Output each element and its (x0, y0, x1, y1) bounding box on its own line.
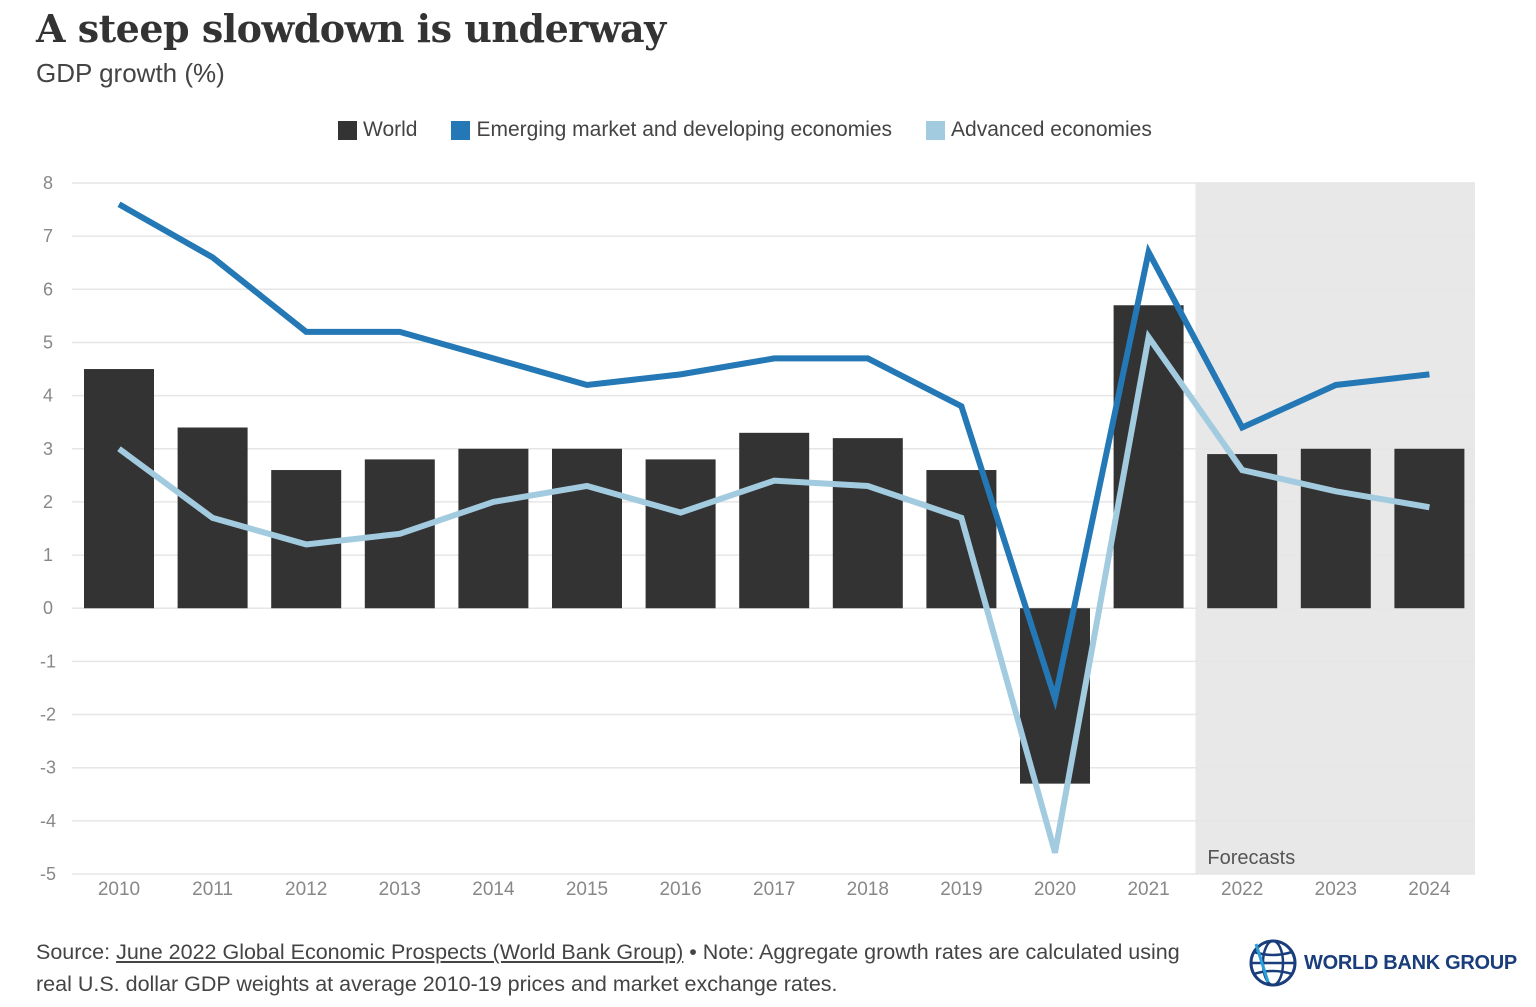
bar-world-2023 (1300, 448, 1371, 609)
bar-world-2010 (84, 369, 154, 609)
y-tick-label: 1 (43, 545, 53, 565)
x-tick-label: 2010 (98, 879, 140, 900)
y-tick-label: -4 (40, 811, 56, 831)
x-tick-label: 2020 (1034, 879, 1076, 900)
footer-note: Source: June 2022 Global Economic Prospe… (36, 936, 1216, 1000)
y-tick-label: -1 (40, 651, 56, 671)
bar-world-2016 (645, 459, 716, 609)
y-tick-label: 4 (43, 386, 53, 406)
y-tick-label: 7 (43, 226, 53, 246)
forecast-label: Forecasts (1207, 847, 1295, 869)
legend-label: Emerging market and developing economies (476, 118, 893, 141)
x-tick-label: 2019 (940, 879, 982, 900)
legend-label: Advanced economies (951, 118, 1152, 141)
x-tick-label: 2022 (1221, 879, 1263, 900)
line-emde (117, 201, 1430, 711)
world-bank-logo: WORLD BANK GROUP (1248, 938, 1517, 988)
logo-text: WORLD BANK GROUP (1304, 951, 1517, 974)
bar-world-2022 (1207, 454, 1278, 609)
x-tick-label: 2017 (753, 879, 795, 900)
legend-item-world: World (338, 118, 417, 142)
legend: World Emerging market and developing eco… (338, 118, 1152, 142)
y-tick-label: 6 (43, 279, 53, 299)
line-advanced (117, 329, 1430, 854)
globe-icon (1249, 939, 1297, 987)
x-tick-label: 2011 (192, 879, 233, 900)
legend-swatch-world (338, 120, 357, 140)
bar-world-2014 (458, 448, 529, 609)
legend-swatch-advanced (926, 120, 946, 140)
y-tick-label: 5 (43, 332, 53, 352)
y-tick-label: 8 (43, 173, 53, 193)
x-tick-label: 2018 (847, 879, 889, 900)
source-prefix: Source: (36, 940, 117, 964)
y-tick-label: 3 (43, 439, 53, 459)
bar-world-2018 (832, 438, 903, 609)
x-tick-label: 2016 (659, 879, 701, 900)
legend-label: World (363, 118, 418, 141)
chart-title: A steep slowdown is underway (36, 6, 666, 51)
bar-world-2015 (552, 448, 622, 609)
y-tick-label: 2 (43, 492, 53, 512)
x-tick-label: 2023 (1315, 879, 1357, 900)
source-link[interactable]: June 2022 Global Economic Prospects (Wor… (116, 940, 684, 964)
note-text: • Note: Aggregate growth rates are calcu… (36, 940, 1180, 996)
y-tick-label: -5 (40, 864, 56, 884)
legend-item-emde: Emerging market and developing economies (451, 118, 892, 142)
legend-item-advanced: Advanced economies (926, 118, 1152, 142)
x-tick-label: 2021 (1127, 879, 1169, 900)
bar-world-2019 (926, 470, 997, 609)
y-tick-label: 0 (43, 598, 53, 618)
x-tick-label: 2024 (1408, 879, 1451, 900)
bar-world-2017 (739, 432, 810, 609)
x-tick-label: 2015 (566, 879, 608, 900)
x-tick-label: 2014 (472, 879, 515, 900)
x-tick-label: 2013 (379, 879, 421, 900)
bar-world-2024 (1394, 448, 1465, 609)
chart-subtitle: GDP growth (%) (36, 58, 225, 88)
y-tick-label: -3 (40, 758, 56, 778)
x-tick-label: 2012 (285, 879, 327, 900)
legend-swatch-emde (451, 120, 471, 140)
y-tick-label: -2 (40, 705, 56, 725)
